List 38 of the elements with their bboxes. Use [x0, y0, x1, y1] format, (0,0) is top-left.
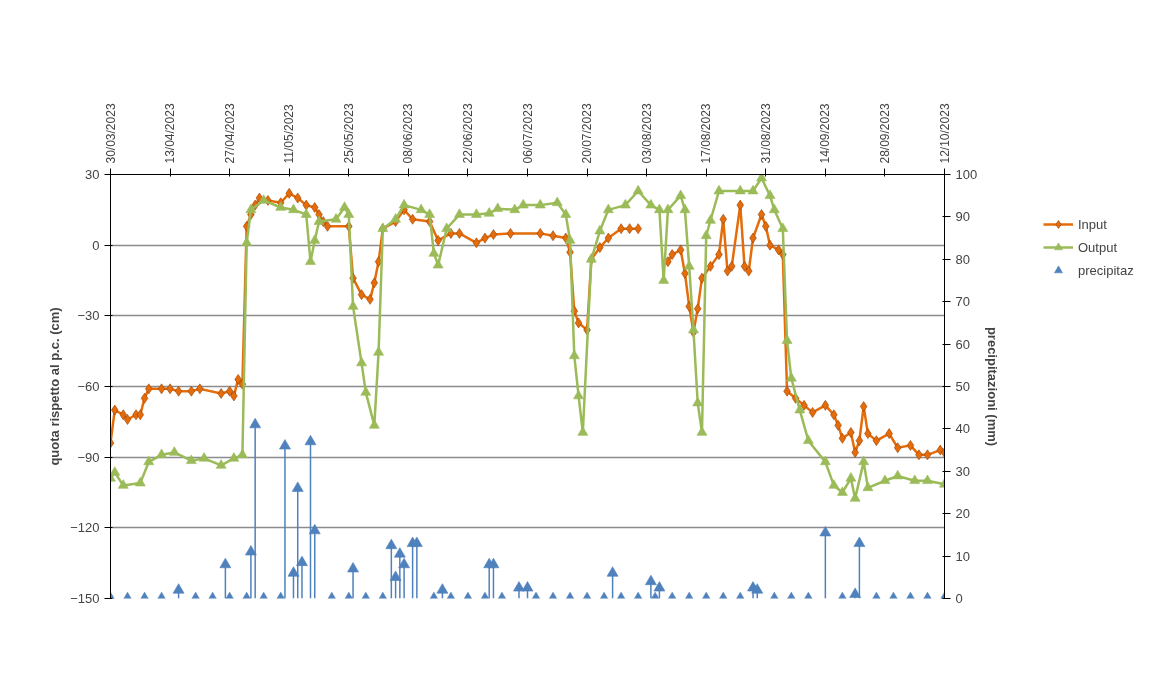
y2-tick-label: 10: [955, 548, 970, 564]
y2-tick-label: 100: [955, 167, 978, 182]
y2-tick-label: 50: [955, 379, 970, 394]
y2-axis-title: precipitazioni (mm): [985, 326, 1001, 447]
y-tick-label: −120: [70, 520, 100, 536]
legend-label: precipitaz: [1078, 262, 1134, 278]
y-tick-label: −30: [77, 308, 100, 324]
y2-tick-label: 60: [955, 336, 970, 352]
y-axis-title: quota rispetto al p.c. (cm): [47, 307, 63, 466]
y2-tick-label: 40: [955, 421, 970, 437]
x-tick-label: 06/07/2023: [520, 103, 535, 164]
x-tick-label: 30/03/2023: [103, 103, 118, 164]
x-tick-label: 25/05/2023: [341, 103, 356, 164]
x-tick-label: 08/06/2023: [401, 103, 416, 164]
x-tick-label: 17/08/2023: [699, 103, 714, 164]
x-tick-label: 31/08/2023: [758, 103, 773, 164]
y2-tick-label: 20: [955, 506, 970, 522]
x-tick-label: 22/06/2023: [460, 103, 475, 164]
y-tick-label: −150: [70, 591, 100, 606]
x-tick-label: 14/09/2023: [818, 103, 833, 164]
y-tick-label: −90: [77, 449, 100, 465]
x-tick-label: 28/09/2023: [877, 103, 892, 164]
y2-tick-label: 0: [955, 591, 963, 606]
y2-tick-label: 70: [955, 294, 970, 310]
x-tick-label: 27/04/2023: [222, 103, 237, 164]
x-tick-label: 20/07/2023: [580, 103, 595, 164]
y-tick-label: 30: [85, 167, 100, 182]
y-tick-label: 0: [92, 237, 100, 253]
y-tick-label: −60: [77, 379, 100, 394]
x-tick-label: 12/10/2023: [937, 103, 952, 164]
x-tick-label: 03/08/2023: [639, 103, 654, 164]
x-tick-label: 11/05/2023: [282, 104, 297, 164]
x-tick-label: 13/04/2023: [163, 103, 178, 164]
y2-tick-label: 90: [955, 209, 970, 225]
legend-label: Output: [1078, 239, 1118, 255]
legend-label: Input: [1078, 216, 1107, 232]
y2-tick-label: 30: [955, 463, 970, 479]
y2-tick-label: 80: [955, 251, 970, 267]
